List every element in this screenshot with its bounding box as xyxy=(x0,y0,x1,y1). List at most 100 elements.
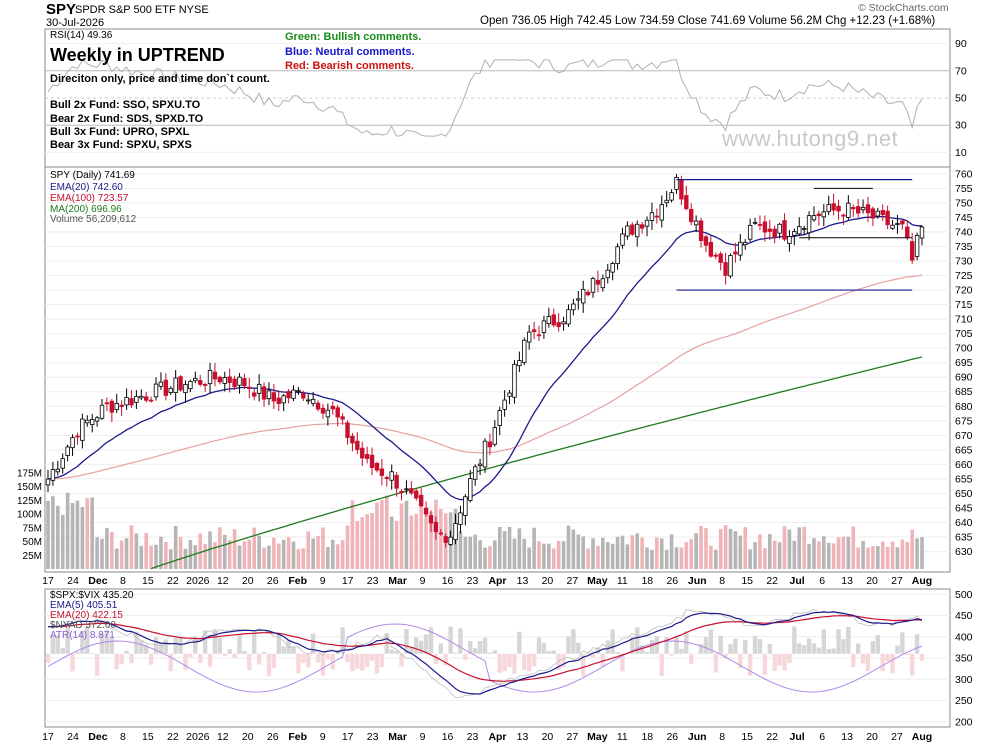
x-axis-label: 27 xyxy=(891,575,903,587)
breadth-tick-label: 500 xyxy=(955,589,973,601)
candle-body xyxy=(198,380,203,385)
volume-tick-label: 100M xyxy=(17,510,42,521)
price-tick-label: 665 xyxy=(955,444,973,456)
nyad-bar xyxy=(492,650,498,654)
nyad-bar xyxy=(114,653,119,670)
volume-bar xyxy=(213,542,217,569)
candle-body xyxy=(364,454,370,459)
volume-bar xyxy=(340,540,345,569)
candle-body xyxy=(644,219,650,227)
nyad-bar xyxy=(654,636,660,654)
ema5-legend: EMA(5) 405.51 xyxy=(50,600,118,611)
volume-bar xyxy=(473,534,477,569)
candle-body xyxy=(900,220,905,225)
volume-bar xyxy=(208,531,212,569)
nyad-bar xyxy=(713,653,718,673)
candle-body xyxy=(414,490,419,499)
volume-bar xyxy=(237,545,242,569)
candle-body xyxy=(266,390,272,400)
candle-body xyxy=(242,378,247,387)
atr-line xyxy=(47,623,923,693)
nyad-bar xyxy=(379,653,385,668)
nyad-bar xyxy=(355,653,360,669)
nyad-bar xyxy=(708,629,714,654)
x-axis-label: 22 xyxy=(167,731,179,743)
candle-body xyxy=(418,494,424,507)
candle-body xyxy=(654,215,660,218)
volume-bar xyxy=(645,547,649,569)
x-axis-label: 24 xyxy=(67,575,79,587)
candle-body xyxy=(855,206,861,214)
candle-body xyxy=(85,419,90,424)
nyad-bar xyxy=(399,653,404,667)
candle-body xyxy=(256,383,262,394)
volume-bar xyxy=(380,500,384,569)
x-axis-label: 17 xyxy=(42,731,54,743)
x-axis-label: 13 xyxy=(517,575,529,587)
volume-bar xyxy=(723,525,728,569)
chart-date: 30-Jul-2026 xyxy=(46,17,105,29)
rsi-tick-label: 10 xyxy=(955,147,967,159)
nyad-bar xyxy=(919,653,925,661)
x-axis-label: 11 xyxy=(617,731,628,743)
candle-body xyxy=(752,221,758,224)
rsi-tick-label: 50 xyxy=(955,93,967,105)
nyad-bar xyxy=(851,653,856,668)
volume-bar xyxy=(517,528,522,569)
volume-bar xyxy=(890,541,895,569)
volume-bar xyxy=(772,540,777,569)
candle-body xyxy=(919,226,925,239)
fund-line: Bear 3x Fund: SPXU, SPXS xyxy=(50,139,192,151)
volume-bar xyxy=(375,502,379,569)
x-axis-label: 18 xyxy=(641,575,653,587)
volume-bar xyxy=(812,538,816,569)
nyad-bar xyxy=(193,636,198,654)
nyad-bar xyxy=(109,638,115,654)
nyad-bar xyxy=(227,649,232,654)
candle-body xyxy=(75,435,80,438)
candle-body xyxy=(625,225,630,237)
candle-body xyxy=(914,235,920,257)
candle-body xyxy=(757,224,763,226)
candle-body xyxy=(237,376,242,386)
nyad-bar xyxy=(80,631,85,654)
volume-bar xyxy=(532,527,536,569)
volume-bar xyxy=(70,503,75,569)
candle-body xyxy=(45,478,51,486)
price-tick-label: 635 xyxy=(955,532,973,544)
nyad-bar xyxy=(65,627,70,654)
nyad-bar xyxy=(846,626,851,654)
price-tick-label: 685 xyxy=(955,386,973,398)
nyad-bar xyxy=(374,653,380,674)
nyad-bar xyxy=(541,642,547,654)
x-axis-label: 15 xyxy=(142,575,154,587)
volume-bar xyxy=(227,539,232,569)
candle-body xyxy=(50,469,56,481)
candle-body xyxy=(335,407,340,418)
x-axis-label: 17 xyxy=(42,575,54,587)
candle-body xyxy=(836,205,841,212)
candle-body xyxy=(261,386,267,400)
candle-body xyxy=(806,215,812,234)
legend-bullish: Green: Bullish comments. xyxy=(285,31,422,43)
x-axis-label: Mar xyxy=(388,575,407,587)
candle-body xyxy=(738,241,743,256)
trend-subtitle: Direciton only, price and time don`t cou… xyxy=(50,73,270,85)
volume-bar xyxy=(792,540,797,569)
candle-body xyxy=(659,204,664,221)
candle-body xyxy=(99,404,105,419)
volume-bar xyxy=(75,500,80,569)
nyad-bar xyxy=(261,652,267,654)
nyad-bar xyxy=(252,631,257,654)
volume-bar xyxy=(502,531,507,569)
candle-body xyxy=(684,195,689,210)
x-axis-label: 27 xyxy=(891,731,903,743)
nyad-bar xyxy=(743,640,748,654)
candle-body xyxy=(787,236,792,244)
candle-body xyxy=(404,488,409,491)
nyad-bar xyxy=(443,653,448,666)
nyad-bar xyxy=(895,645,900,654)
volume-bar xyxy=(841,536,846,569)
rsi-tick-label: 70 xyxy=(955,65,967,77)
nyad-bar xyxy=(860,653,866,664)
